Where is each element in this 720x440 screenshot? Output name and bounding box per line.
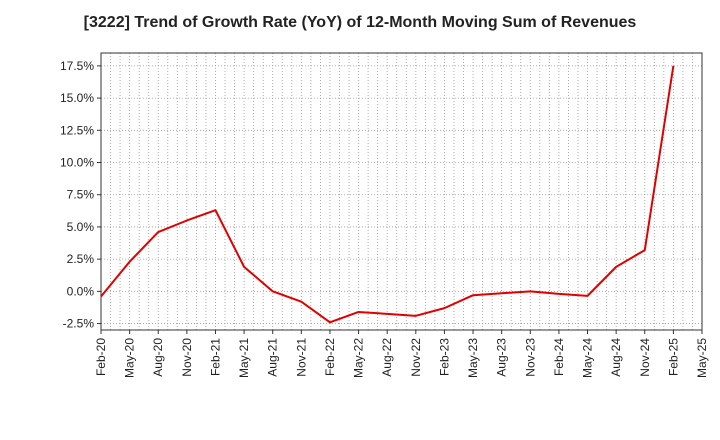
x-tick-label: Feb-22 [323, 338, 337, 376]
chart-title: [3222] Trend of Growth Rate (YoY) of 12-… [83, 14, 637, 31]
y-tick-label: 15.0% [60, 91, 94, 105]
x-tick-label: Aug-22 [380, 338, 394, 377]
x-tick-label: Nov-20 [180, 338, 194, 377]
x-tick-label: May-22 [352, 338, 366, 378]
x-tick-label: Feb-24 [552, 338, 566, 376]
x-tick-label: Aug-23 [495, 338, 509, 377]
y-tick-label: 7.5% [67, 188, 95, 202]
x-tick-label: Feb-23 [437, 338, 451, 376]
y-tick-label: 2.5% [67, 252, 95, 266]
x-tick-label: Feb-21 [208, 338, 222, 376]
x-tick-label: May-25 [695, 338, 709, 378]
x-tick-label: May-24 [581, 338, 595, 378]
x-tick-label: Aug-24 [609, 338, 623, 377]
x-tick-label: Nov-22 [409, 338, 423, 377]
y-tick-label: 12.5% [60, 123, 94, 137]
x-tick-label: Nov-24 [638, 338, 652, 377]
x-tick-label: Aug-21 [266, 338, 280, 377]
x-tick-label: Aug-20 [151, 338, 165, 377]
y-tick-label: 17.5% [60, 59, 94, 73]
y-tick-label: 5.0% [67, 220, 95, 234]
y-tick-label: 10.0% [60, 156, 94, 170]
plot-area [101, 53, 702, 330]
y-tick-label: 0.0% [67, 284, 95, 298]
x-tick-label: Feb-20 [94, 338, 108, 376]
x-tick-label: Nov-21 [294, 338, 308, 377]
x-tick-label: Feb-25 [666, 338, 680, 376]
x-tick-label: May-23 [466, 338, 480, 378]
y-tick-label: -2.5% [63, 317, 95, 331]
plot-frame [100, 52, 703, 331]
x-tick-label: May-20 [123, 338, 137, 378]
x-tick-label: May-21 [237, 338, 251, 378]
x-tick-label: Nov-23 [523, 338, 537, 377]
